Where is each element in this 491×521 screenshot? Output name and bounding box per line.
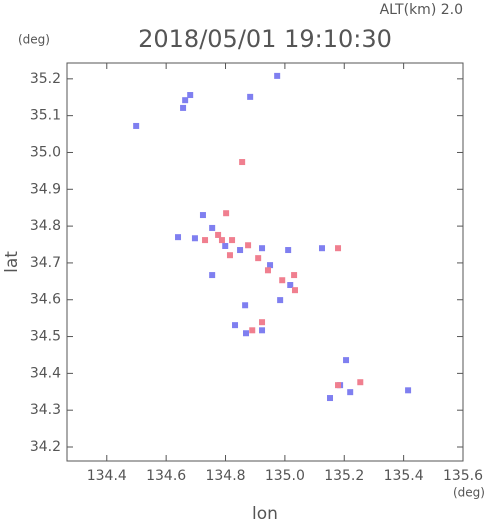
x-tick-label: 134.8: [205, 468, 245, 484]
echo-point: [133, 122, 140, 129]
x-tick-label: 135.6: [443, 468, 483, 484]
echo-point: [175, 234, 182, 241]
echo-point: [226, 252, 233, 259]
echo-point: [245, 242, 252, 249]
echo-point: [218, 237, 225, 244]
echo-point: [223, 210, 230, 217]
echo-point: [285, 247, 292, 254]
echo-point: [259, 245, 266, 252]
y-tick-label: 34.4: [30, 365, 61, 381]
echo-point: [264, 267, 271, 274]
echo-point: [249, 327, 256, 334]
y-unit: (deg): [18, 33, 50, 47]
x-unit: (deg): [453, 486, 485, 500]
echo-point: [229, 237, 236, 244]
echo-point: [239, 159, 246, 166]
y-tick-label: 35.2: [30, 71, 61, 87]
x-tick-label: 135.0: [265, 468, 305, 484]
echo-point: [242, 302, 249, 309]
x-tick-label: 134.4: [87, 468, 127, 484]
echo-point: [405, 387, 412, 394]
x-axis-label: lon: [252, 504, 278, 521]
echo-point: [187, 92, 194, 99]
echo-point: [327, 395, 334, 402]
echo-point: [267, 262, 274, 269]
subtitle: ALT(km) 2.0: [380, 2, 463, 18]
echo-point: [357, 379, 364, 386]
y-tick-label: 34.5: [30, 329, 61, 345]
echo-point: [259, 327, 266, 334]
x-tick-label: 135.2: [324, 468, 364, 484]
x-tick-label: 134.6: [146, 468, 186, 484]
echo-point: [237, 247, 244, 254]
echo-point: [277, 297, 284, 304]
echo-point: [287, 282, 294, 289]
echo-point: [335, 245, 342, 252]
echo-point: [259, 319, 266, 326]
y-tick-label: 34.7: [30, 255, 61, 271]
echo-point: [215, 231, 222, 238]
echo-point: [279, 277, 286, 284]
x-tick-label: 135.4: [384, 468, 424, 484]
echo-point: [255, 255, 262, 262]
echo-point: [191, 235, 198, 242]
y-tick-label: 34.3: [30, 402, 61, 418]
y-tick-label: 34.8: [30, 218, 61, 234]
y-tick-label: 35.0: [30, 144, 61, 160]
echo-point: [243, 330, 250, 337]
echo-point: [343, 357, 350, 364]
echo-point: [318, 245, 325, 252]
echo-point: [232, 322, 239, 329]
echo-point: [199, 212, 206, 219]
echo-point: [209, 272, 216, 279]
echo-point: [180, 104, 187, 111]
echo-point: [202, 237, 209, 244]
echo-point: [209, 224, 216, 231]
y-tick-label: 35.1: [30, 108, 61, 124]
echo-point: [347, 389, 354, 396]
chart-title: 2018/05/01 19:10:30: [138, 25, 392, 53]
echo-point: [291, 287, 298, 294]
echo-point: [291, 272, 298, 279]
echo-point: [335, 382, 342, 389]
y-tick-label: 34.9: [30, 181, 61, 197]
y-tick-label: 34.2: [30, 439, 61, 455]
plot-frame: [66, 62, 464, 462]
echo-point: [222, 242, 229, 249]
y-tick-label: 34.6: [30, 292, 61, 308]
echo-point: [247, 93, 254, 100]
echo-point: [274, 72, 281, 79]
echo-point: [182, 97, 189, 104]
y-axis-label: lat: [2, 251, 22, 273]
